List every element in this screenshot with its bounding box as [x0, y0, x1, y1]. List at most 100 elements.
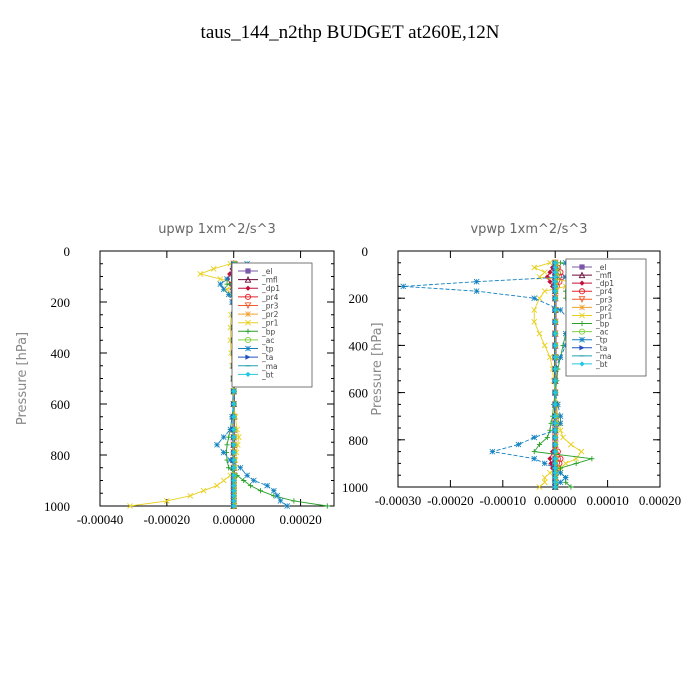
legend-marker [245, 371, 251, 377]
data-point [531, 307, 538, 313]
y-tick-label: 0 [362, 244, 369, 259]
data-point [220, 449, 227, 456]
legend-marker [579, 280, 585, 286]
data-point [237, 464, 244, 471]
legend-marker [245, 345, 251, 352]
y-tick-label: 1000 [44, 499, 70, 514]
legend-item: _tp [572, 336, 608, 345]
legend-marker [244, 276, 252, 283]
data-point [231, 401, 237, 407]
legend-marker [579, 304, 585, 311]
data-point [552, 479, 558, 485]
data-point [552, 390, 558, 396]
series-pr1 [127, 260, 244, 509]
legend-label: _el [261, 267, 272, 276]
y-tick-label: 200 [349, 291, 369, 306]
legend-label: _pr1 [595, 311, 613, 320]
data-point [531, 318, 538, 325]
data-point [163, 497, 170, 504]
legend-label: _dp1 [261, 284, 280, 293]
y-tick-label: 0 [64, 244, 71, 259]
data-point [552, 354, 558, 360]
data-point [552, 401, 558, 407]
legend-label: _ac [261, 336, 274, 345]
data-point [552, 342, 558, 348]
data-point [187, 492, 194, 499]
data-point [231, 477, 237, 484]
x-tick-label: 0.00000 [534, 493, 576, 508]
data-point [226, 465, 232, 471]
legend-label: _ma [261, 362, 278, 371]
legend-item: _el [572, 263, 606, 272]
data-point [548, 460, 554, 466]
data-point [557, 260, 564, 266]
legend-label: _ta [595, 344, 607, 353]
data-point [552, 366, 558, 372]
data-point [547, 269, 553, 275]
data-point [557, 469, 564, 476]
data-point [568, 441, 574, 448]
chart-title: vpwp 1xm^2/s^3 [470, 222, 587, 237]
series-tp [400, 259, 585, 490]
data-point [127, 503, 134, 509]
data-point [552, 413, 558, 419]
legend-item: _ta [572, 344, 607, 353]
data-point [277, 498, 284, 504]
data-point [562, 460, 569, 467]
legend-item: _pr3 [572, 295, 613, 304]
y-tick-label: 600 [349, 386, 369, 401]
legend-item: _dp1 [238, 284, 280, 293]
data-point [274, 492, 281, 499]
legend-label: _mfl [261, 276, 278, 285]
legend-item: _ac [238, 336, 274, 345]
data-point [227, 281, 233, 287]
y-tick-label: 600 [51, 397, 71, 412]
chart-panel-1: upwp 1xm^2/s^3 0 200 400 600 800 1000 -0.00040 -… [15, 222, 335, 527]
data-point [557, 465, 564, 471]
legend-marker [245, 268, 251, 274]
data-point [552, 319, 558, 325]
data-point [547, 456, 553, 462]
legend-label: _bp [261, 327, 276, 336]
data-point [557, 354, 564, 361]
data-point [536, 441, 543, 448]
x-tick-label: -0.00010 [480, 493, 527, 508]
data-point [225, 291, 232, 298]
data-point [552, 331, 558, 337]
data-point [224, 276, 230, 282]
data-point [231, 449, 237, 456]
legend-marker [578, 296, 586, 303]
data-point [241, 477, 247, 484]
y-tick-label: 1000 [342, 480, 368, 495]
legend-item: _pr4 [572, 287, 613, 296]
legend-item: _bt [238, 370, 274, 379]
data-point [231, 503, 237, 509]
data-point [547, 279, 553, 285]
data-point [489, 448, 496, 455]
data-point [536, 330, 543, 337]
y-tick-label: 400 [349, 338, 369, 353]
page-title: taus_144_n2thp BUDGET at260E,12N [200, 22, 500, 43]
data-point [231, 434, 237, 440]
legend-item: _mfl [238, 276, 278, 285]
data-point [247, 483, 254, 489]
data-point [552, 434, 558, 441]
data-point [227, 457, 234, 463]
chart-panel-2: vpwp 1xm^2/s^302004006008001000-0.00030-… [342, 222, 681, 508]
data-point [557, 413, 564, 420]
data-point [547, 259, 553, 266]
data-point [589, 456, 595, 462]
legend-item: _ac [572, 328, 608, 337]
legend-marker [579, 320, 585, 327]
x-tick-label: 0.00020 [639, 493, 681, 508]
legend-marker [579, 312, 585, 319]
legend-label: _bp [595, 320, 610, 329]
data-point [552, 474, 558, 481]
data-point [224, 442, 230, 448]
data-point [224, 281, 230, 287]
x-tick-label: 0.00000 [213, 512, 255, 527]
data-point [210, 265, 217, 272]
data-point [531, 449, 537, 455]
data-point [552, 295, 558, 301]
